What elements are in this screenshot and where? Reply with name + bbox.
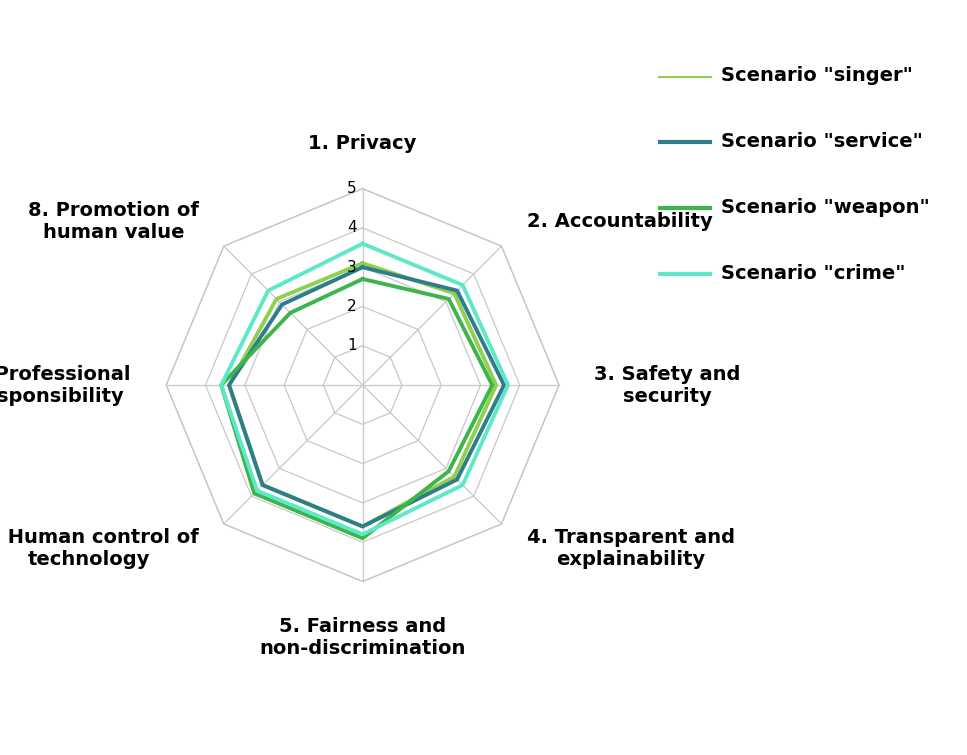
Text: 3. Safety and
security: 3. Safety and security <box>595 365 741 405</box>
Text: 4: 4 <box>347 220 357 236</box>
Text: Scenario "service": Scenario "service" <box>721 132 923 151</box>
Text: 1. Privacy: 1. Privacy <box>308 134 417 153</box>
Text: 6. Human control of
technology: 6. Human control of technology <box>0 528 199 569</box>
Text: Scenario "weapon": Scenario "weapon" <box>721 198 930 217</box>
Text: Scenario "singer": Scenario "singer" <box>721 66 913 85</box>
Text: 5: 5 <box>347 181 357 196</box>
Text: 2. Accountability: 2. Accountability <box>526 211 713 231</box>
Text: 3: 3 <box>347 260 357 275</box>
Text: 1: 1 <box>347 338 357 353</box>
Text: Scenario "crime": Scenario "crime" <box>721 264 906 283</box>
Text: 5. Fairness and
non-discrimination: 5. Fairness and non-discrimination <box>259 617 466 658</box>
Text: 4. Transparent and
explainability: 4. Transparent and explainability <box>526 528 735 569</box>
Text: 8. Promotion of
human value: 8. Promotion of human value <box>28 201 199 242</box>
Text: 2: 2 <box>347 299 357 314</box>
Text: 7. Professional
responsibility: 7. Professional responsibility <box>0 365 131 405</box>
